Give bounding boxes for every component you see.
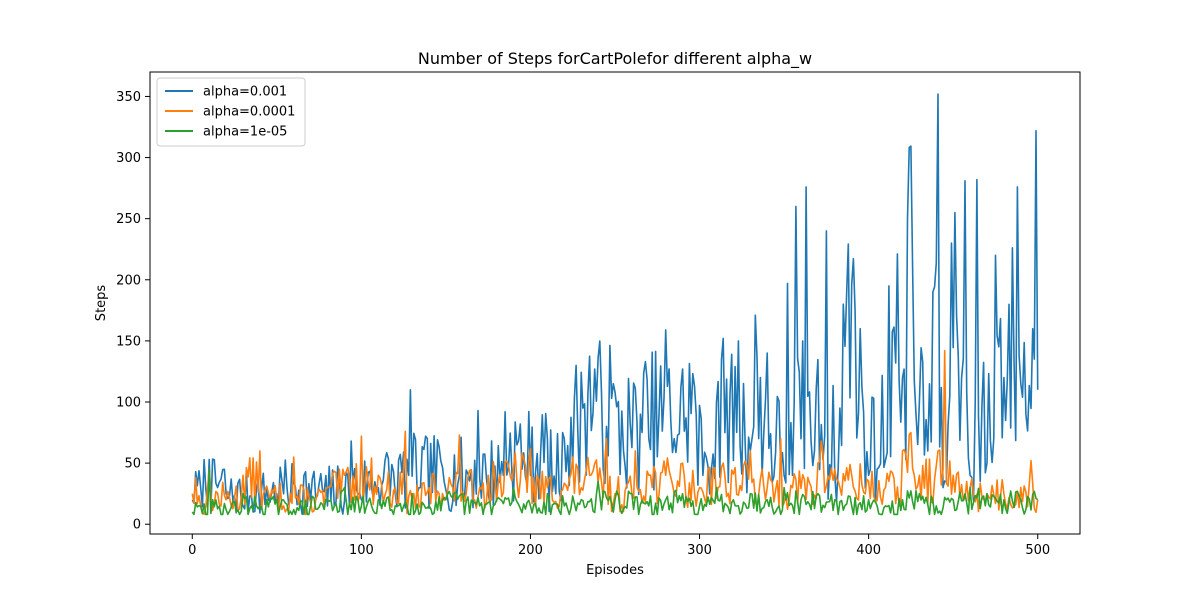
series-layer <box>191 93 1039 516</box>
y-axis-label: Steps <box>94 285 109 322</box>
x-tick-label: 200 <box>518 543 543 558</box>
series-line-0 <box>191 93 1039 516</box>
y-tick-label: 0 <box>133 518 141 533</box>
chart-title: Number of Steps forCartPolefor different… <box>418 49 812 69</box>
y-tick-label: 300 <box>116 151 141 166</box>
series-line-1 <box>191 349 1039 516</box>
legend: alpha=0.001 alpha=0.0001 alpha=1e-05 <box>156 77 306 147</box>
plot-frame <box>149 71 1081 535</box>
y-tick-label: 250 <box>116 212 141 227</box>
x-tick-label: 100 <box>349 543 374 558</box>
legend-label-1: alpha=0.0001 <box>203 105 295 120</box>
y-tick-label: 350 <box>116 90 141 105</box>
x-tick-label: 500 <box>1025 543 1050 558</box>
legend-label-0: alpha=0.001 <box>203 85 287 100</box>
x-tick-label: 0 <box>188 543 196 558</box>
y-axis: 0 50 100 150 200 250 300 350 <box>116 90 150 533</box>
x-tick-label: 300 <box>687 543 712 558</box>
series-line-2 <box>191 468 1039 516</box>
y-tick-label: 200 <box>116 273 141 288</box>
x-tick-label: 400 <box>856 543 881 558</box>
legend-label-2: alpha=1e-05 <box>203 125 287 140</box>
plot-area <box>149 71 1081 535</box>
y-tick-label: 50 <box>124 457 141 472</box>
x-axis: 0 100 200 300 400 500 <box>188 534 1050 558</box>
legend-box <box>156 77 306 147</box>
y-tick-label: 100 <box>116 396 141 411</box>
y-tick-label: 150 <box>116 334 141 349</box>
x-axis-label: Episodes <box>586 563 644 578</box>
